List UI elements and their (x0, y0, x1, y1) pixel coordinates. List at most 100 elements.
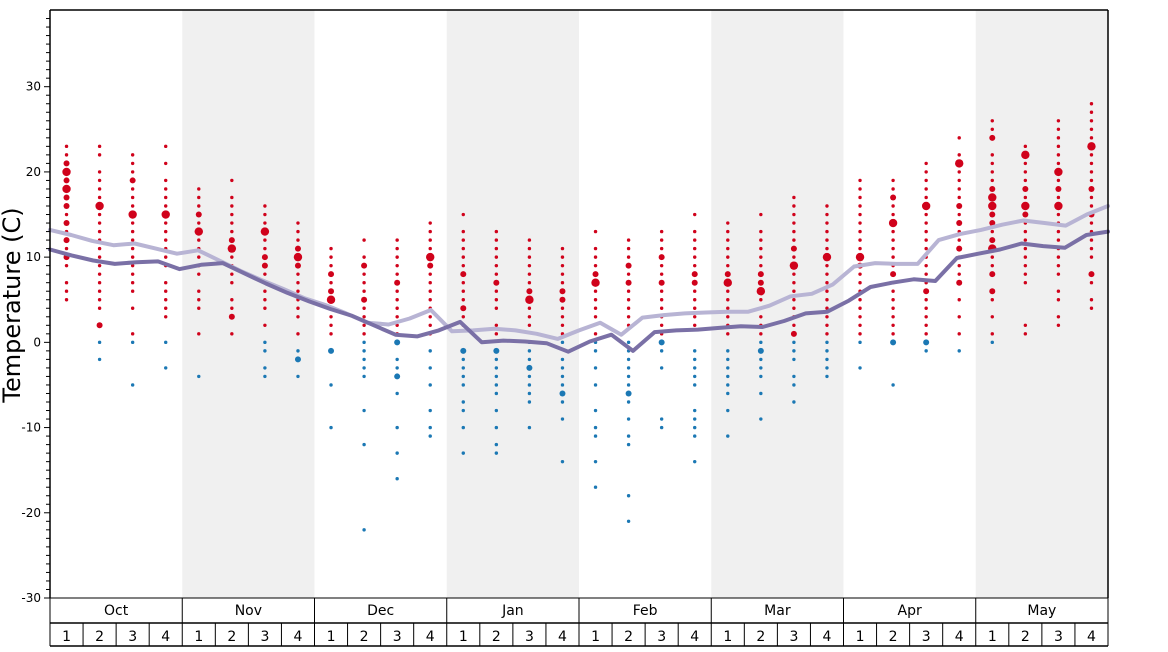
warm-dot (592, 271, 599, 278)
warm-dot (97, 212, 102, 217)
warm-dot (494, 238, 499, 242)
warm-dot (64, 153, 69, 157)
cold-dot (428, 349, 432, 353)
warm-dot (560, 280, 565, 285)
cold-dot (461, 400, 465, 404)
cold-dot (527, 400, 532, 404)
week-label: 3 (525, 629, 534, 645)
warm-dot (97, 255, 102, 259)
warm-dot (227, 244, 237, 253)
cold-dot (494, 357, 499, 362)
cold-dot (726, 366, 730, 370)
warm-dot (989, 211, 996, 218)
week-label: 4 (294, 629, 303, 645)
warm-dot (97, 289, 102, 293)
warm-dot (1089, 110, 1094, 114)
cold-dot (560, 400, 565, 404)
cold-dot (825, 374, 829, 379)
week-label: 4 (426, 629, 435, 645)
warm-dot (230, 298, 234, 302)
warm-dot (362, 255, 366, 259)
cold-dot (494, 366, 499, 370)
warm-dot (1089, 238, 1094, 242)
warm-dot (328, 288, 335, 295)
warm-dot (924, 221, 928, 225)
week-label: 2 (889, 629, 898, 645)
warm-dot (957, 212, 961, 217)
cold-dot (461, 383, 465, 387)
y-tick-label: 30 (26, 80, 41, 94)
warm-dot (263, 323, 267, 328)
warm-dot (195, 211, 202, 218)
warm-dot (1089, 178, 1094, 183)
warm-dot (293, 252, 303, 262)
trend-lines-layer (48, 204, 1110, 354)
warm-dot (858, 187, 862, 191)
cold-dot (792, 349, 796, 353)
warm-dot (1056, 298, 1061, 302)
warm-dot (593, 246, 598, 251)
warm-dot (990, 153, 994, 157)
warm-dot (1089, 119, 1094, 123)
cold-dot (130, 340, 135, 345)
warm-dot (858, 204, 862, 208)
warm-dot (990, 315, 994, 319)
warm-dot (1056, 212, 1061, 217)
warm-dot (891, 204, 895, 208)
warm-dot (1089, 102, 1094, 106)
warm-dot (957, 298, 961, 302)
warm-dot (957, 315, 961, 319)
warm-dot (1023, 246, 1028, 251)
cold-dot (726, 391, 730, 396)
warm-dot (858, 306, 862, 310)
warm-dot (361, 296, 368, 303)
cold-dot (461, 408, 465, 413)
cold-dot (990, 340, 994, 345)
warm-dot (891, 332, 895, 336)
warm-dot (1055, 185, 1062, 192)
warm-dot (395, 323, 399, 328)
warm-dot (1056, 136, 1061, 140)
warm-dot (494, 332, 499, 336)
warm-dot (130, 221, 135, 225)
warm-dot (230, 272, 234, 276)
cold-dot (527, 349, 532, 353)
warm-dot (759, 255, 763, 259)
month-label-dec: Dec (367, 603, 394, 619)
warm-dot (792, 221, 796, 225)
warm-dot (1056, 195, 1061, 200)
warm-dot (1056, 238, 1061, 242)
warm-dot (593, 306, 598, 310)
warm-dot (161, 210, 170, 219)
warm-dot (1023, 280, 1028, 285)
warm-dot (426, 252, 435, 262)
warm-dot (97, 280, 102, 285)
cold-dot (726, 434, 730, 438)
warm-dot (296, 289, 300, 293)
cold-dot (659, 425, 664, 430)
warm-dot (989, 134, 996, 141)
cold-dot (362, 340, 366, 345)
warm-dot (197, 204, 201, 208)
warm-dot (296, 229, 300, 234)
warm-dot (428, 315, 432, 319)
warm-dot (1089, 255, 1094, 259)
cold-dot (362, 528, 366, 532)
warm-dot (1089, 195, 1094, 200)
warm-dot (1056, 323, 1061, 328)
cold-dot (759, 417, 763, 421)
warm-dot (825, 289, 829, 293)
warm-dot (494, 289, 499, 293)
warm-dot (395, 289, 399, 293)
temperature-dots-layer (62, 102, 1096, 532)
warm-dot (924, 170, 928, 174)
warm-dot (97, 246, 102, 251)
warm-dot (494, 263, 499, 268)
warm-dot (560, 272, 565, 276)
warm-dot (130, 246, 135, 251)
cold-dot (626, 383, 631, 387)
week-label: 4 (690, 629, 699, 645)
warm-dot (625, 279, 632, 286)
cold-dot (294, 356, 301, 363)
